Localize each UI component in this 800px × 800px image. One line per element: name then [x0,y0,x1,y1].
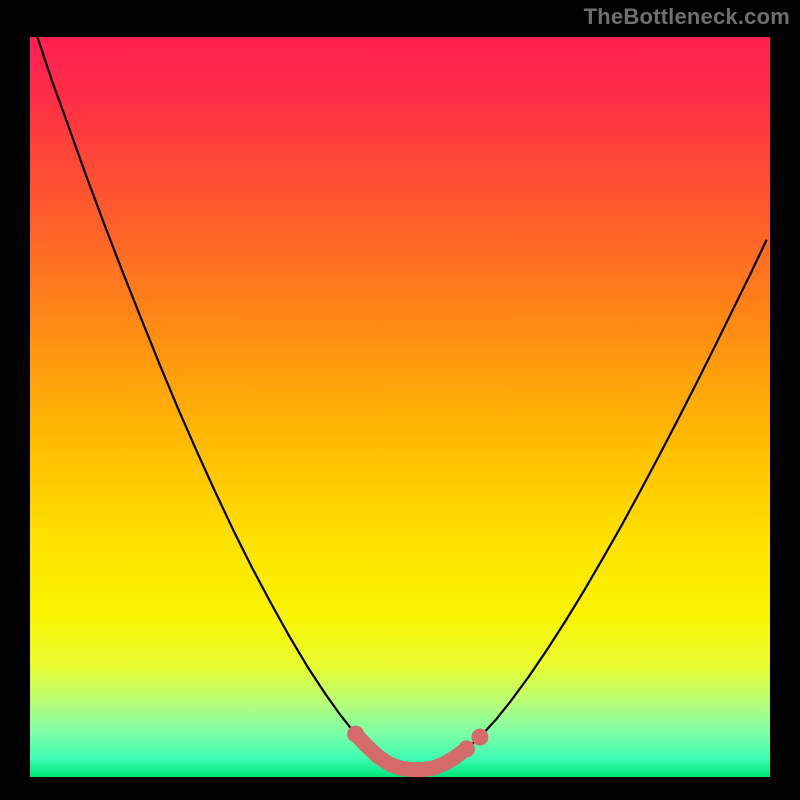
bottleneck-chart [0,0,800,800]
plot-background [30,37,770,777]
highlight-end-cap [458,740,475,757]
chart-stage: TheBottleneck.com [0,0,800,800]
highlight-start-cap [347,726,364,743]
highlight-marker [471,729,488,746]
watermark-text: TheBottleneck.com [584,4,790,30]
